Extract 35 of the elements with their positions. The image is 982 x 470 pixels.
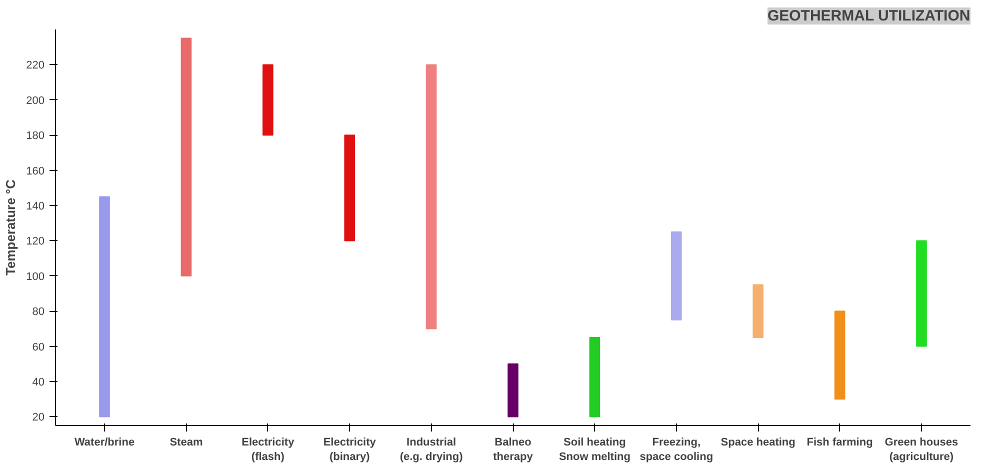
y-axis-title: Temperature °C: [3, 178, 18, 276]
y-tick-label: 220: [26, 60, 45, 72]
x-tick-label: Freezing, space cooling: [640, 436, 714, 463]
y-tick-label: 100: [26, 270, 45, 283]
y-tick-label: 120: [26, 236, 45, 248]
chart-title: GEOTHERMAL UTILIZATION: [767, 8, 970, 24]
x-tick-label: Water/brine: [74, 436, 135, 448]
bar: [589, 337, 600, 418]
bar: [426, 64, 437, 330]
x-tick-label: Electricity (binary): [323, 436, 377, 463]
bar: [99, 196, 110, 418]
y-tick-label: 60: [32, 341, 45, 354]
bar: [752, 284, 764, 338]
x-tick-label: Balneo therapy: [493, 436, 534, 463]
y-tick-label: 160: [26, 165, 45, 178]
bar: [834, 310, 846, 400]
y-tick-label: 140: [26, 200, 45, 212]
bar: [180, 38, 192, 276]
x-tick-label: Steam: [170, 436, 203, 448]
x-tick-label: Fish farming: [806, 436, 873, 448]
y-tick-label: 20: [32, 412, 45, 424]
x-tick-label: Space heating: [720, 436, 796, 448]
x-tick-label: Green houses (agriculture): [884, 436, 958, 463]
bar: [670, 231, 682, 320]
y-tick-label: 200: [26, 94, 45, 107]
y-tick-label: 80: [32, 306, 45, 318]
x-tick-label: Electricity (flash): [242, 436, 296, 463]
bar: [508, 363, 518, 418]
bar: [916, 240, 927, 347]
bar: [344, 134, 356, 242]
bar: [262, 64, 274, 136]
y-tick-label: 180: [26, 130, 45, 142]
y-tick-label: 40: [32, 376, 45, 388]
x-tick-label: Soil heating Snow melting: [558, 436, 630, 463]
x-tick-label: Industrial (e.g. drying): [400, 436, 464, 463]
